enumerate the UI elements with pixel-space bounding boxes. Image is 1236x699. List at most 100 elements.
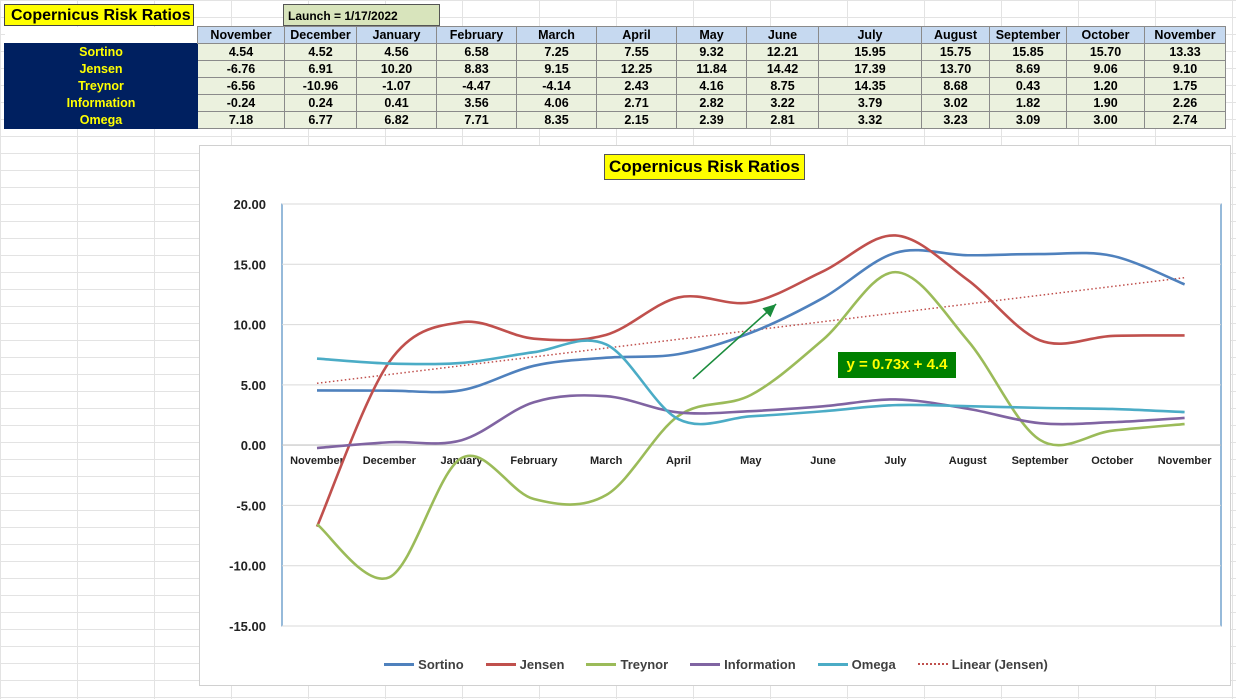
value-cell[interactable]: 4.06 [516, 94, 597, 112]
value-cell[interactable]: 0.43 [989, 77, 1067, 95]
value-cell[interactable]: 9.10 [1144, 60, 1226, 78]
x-tick-label: February [510, 455, 558, 467]
month-header[interactable]: March [516, 26, 597, 44]
row-label[interactable]: Treynor [4, 77, 198, 95]
legend-item[interactable]: Sortino [384, 657, 464, 672]
value-cell[interactable]: 10.20 [356, 60, 437, 78]
month-header[interactable]: December [284, 26, 357, 44]
value-cell[interactable]: 2.26 [1144, 94, 1226, 112]
value-cell[interactable]: 1.75 [1144, 77, 1226, 95]
value-cell[interactable]: -10.96 [284, 77, 357, 95]
value-cell[interactable]: 1.20 [1066, 77, 1145, 95]
value-cell[interactable]: 12.25 [596, 60, 677, 78]
value-cell[interactable]: 8.35 [516, 111, 597, 129]
row-label[interactable]: Information [4, 94, 198, 112]
legend-item-trendline[interactable]: Linear (Jensen) [917, 657, 1048, 672]
value-cell[interactable]: 3.23 [921, 111, 990, 129]
value-cell[interactable]: -0.24 [197, 94, 285, 112]
value-cell[interactable]: 7.55 [596, 43, 677, 61]
legend-swatch [485, 662, 516, 666]
value-cell[interactable]: 15.75 [921, 43, 990, 61]
value-cell[interactable]: 1.82 [989, 94, 1067, 112]
value-cell[interactable]: 14.42 [746, 60, 819, 78]
legend-item[interactable]: Omega [817, 657, 896, 672]
value-cell[interactable]: 3.22 [746, 94, 819, 112]
x-tick-label: September [1012, 455, 1070, 467]
value-cell[interactable]: 3.00 [1066, 111, 1145, 129]
month-header[interactable]: January [356, 26, 437, 44]
month-header[interactable]: February [436, 26, 517, 44]
value-cell[interactable]: 6.91 [284, 60, 357, 78]
value-cell[interactable]: -1.07 [356, 77, 437, 95]
sheet-title[interactable]: Copernicus Risk Ratios [4, 4, 194, 26]
value-cell[interactable]: -4.14 [516, 77, 597, 95]
value-cell[interactable]: 2.82 [676, 94, 747, 112]
chart-area[interactable]: 20.00 15.00 10.00 5.00 0.00 -5.00 -10.00 -15.00… [199, 145, 1231, 686]
value-cell[interactable]: 0.41 [356, 94, 437, 112]
value-cell[interactable]: 15.95 [818, 43, 922, 61]
value-cell[interactable]: 9.06 [1066, 60, 1145, 78]
month-header[interactable]: June [746, 26, 819, 44]
month-header[interactable]: May [676, 26, 747, 44]
value-cell[interactable]: 7.71 [436, 111, 517, 129]
launch-date-cell[interactable]: Launch = 1/17/2022 [283, 4, 440, 26]
value-cell[interactable]: 2.43 [596, 77, 677, 95]
row-label[interactable]: Sortino [4, 43, 198, 61]
value-cell[interactable]: 3.56 [436, 94, 517, 112]
corner-cell[interactable] [4, 26, 198, 44]
value-cell[interactable]: 8.83 [436, 60, 517, 78]
row-label[interactable]: Omega [4, 111, 198, 129]
row-label[interactable]: Jensen [4, 60, 198, 78]
y-tick-label: -10.00 [229, 559, 266, 574]
value-cell[interactable]: 7.25 [516, 43, 597, 61]
legend-item[interactable]: Treynor [586, 657, 668, 672]
month-header[interactable]: September [989, 26, 1067, 44]
value-cell[interactable]: 4.52 [284, 43, 357, 61]
month-header[interactable]: October [1066, 26, 1145, 44]
month-header[interactable]: November [1144, 26, 1226, 44]
value-cell[interactable]: 2.81 [746, 111, 819, 129]
value-cell[interactable]: -6.56 [197, 77, 285, 95]
value-cell[interactable]: 13.33 [1144, 43, 1226, 61]
legend-item[interactable]: Jensen [485, 657, 564, 672]
value-cell[interactable]: 4.56 [356, 43, 437, 61]
value-cell[interactable]: 2.39 [676, 111, 747, 129]
value-cell[interactable]: 8.75 [746, 77, 819, 95]
value-cell[interactable]: 2.15 [596, 111, 677, 129]
value-cell[interactable]: 2.74 [1144, 111, 1226, 129]
value-cell[interactable]: -4.47 [436, 77, 517, 95]
value-cell[interactable]: 17.39 [818, 60, 922, 78]
value-cell[interactable]: 3.02 [921, 94, 990, 112]
month-header[interactable]: August [921, 26, 990, 44]
value-cell[interactable]: -6.76 [197, 60, 285, 78]
legend-item[interactable]: Information [690, 657, 796, 672]
value-cell[interactable]: 13.70 [921, 60, 990, 78]
value-cell[interactable]: 14.35 [818, 77, 922, 95]
value-cell[interactable]: 3.79 [818, 94, 922, 112]
value-cell[interactable]: 15.85 [989, 43, 1067, 61]
value-cell[interactable]: 7.18 [197, 111, 285, 129]
value-cell[interactable]: 11.84 [676, 60, 747, 78]
value-cell[interactable]: 12.21 [746, 43, 819, 61]
value-cell[interactable]: 6.77 [284, 111, 357, 129]
value-cell[interactable]: 9.15 [516, 60, 597, 78]
value-cell[interactable]: 8.68 [921, 77, 990, 95]
y-tick-label: 20.00 [233, 197, 266, 212]
value-cell[interactable]: 6.82 [356, 111, 437, 129]
month-header[interactable]: April [596, 26, 677, 44]
value-cell[interactable]: 2.71 [596, 94, 677, 112]
value-cell[interactable]: 8.69 [989, 60, 1067, 78]
value-cell[interactable]: 1.90 [1066, 94, 1145, 112]
table-row: Sortino 4.54 4.52 4.56 6.58 7.25 7.55 9.32 12.21… [4, 43, 1226, 61]
value-cell[interactable]: 3.09 [989, 111, 1067, 129]
value-cell[interactable]: 15.70 [1066, 43, 1145, 61]
value-cell[interactable]: 4.54 [197, 43, 285, 61]
value-cell[interactable]: 4.16 [676, 77, 747, 95]
month-header[interactable]: July [818, 26, 922, 44]
trendline-equation: y = 0.73x + 4.4 [838, 352, 956, 378]
value-cell[interactable]: 0.24 [284, 94, 357, 112]
value-cell[interactable]: 3.32 [818, 111, 922, 129]
value-cell[interactable]: 6.58 [436, 43, 517, 61]
month-header[interactable]: November [197, 26, 285, 44]
value-cell[interactable]: 9.32 [676, 43, 747, 61]
